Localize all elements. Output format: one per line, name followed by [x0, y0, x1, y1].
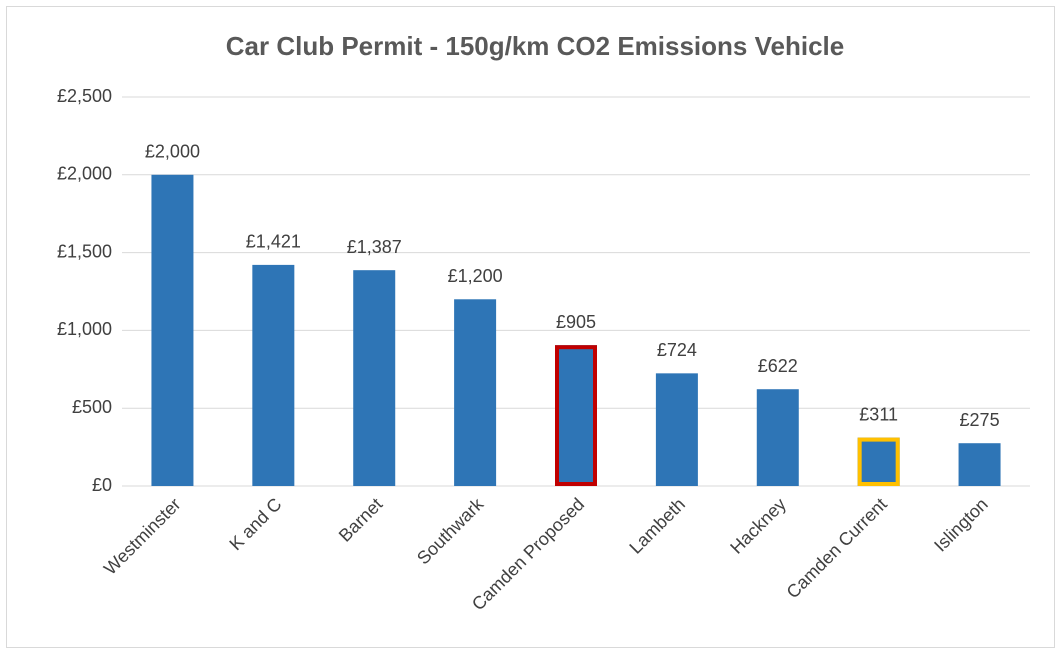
bar: [555, 345, 597, 486]
value-label: £2,000: [145, 142, 200, 162]
y-tick-label: £2,500: [57, 86, 112, 106]
bar-highlight: [857, 437, 900, 486]
value-label: £275: [960, 410, 1000, 430]
bar: [252, 264, 295, 486]
value-label: £311: [859, 404, 898, 424]
y-tick-label: £500: [72, 397, 112, 417]
y-tick-label: £1,000: [57, 319, 112, 339]
value-label: £1,387: [347, 237, 402, 257]
bar: [958, 443, 1001, 486]
y-tick-label: £1,500: [57, 241, 112, 261]
value-label: £1,421: [246, 232, 301, 252]
value-label: £622: [758, 356, 798, 376]
value-label: £1,200: [448, 266, 503, 286]
bar: [756, 389, 799, 486]
y-tick-label: £2,000: [57, 164, 112, 184]
y-tick-label: £0: [92, 475, 112, 495]
bar: [353, 270, 396, 486]
bar: [655, 373, 698, 486]
bar: [151, 174, 194, 487]
bar-highlight: [555, 345, 597, 486]
chart-title: Car Club Permit - 150g/km CO2 Emissions …: [226, 31, 844, 61]
value-label: £905: [556, 312, 596, 332]
bar: [857, 437, 900, 486]
bar: [454, 299, 497, 486]
value-label: £724: [657, 340, 697, 360]
